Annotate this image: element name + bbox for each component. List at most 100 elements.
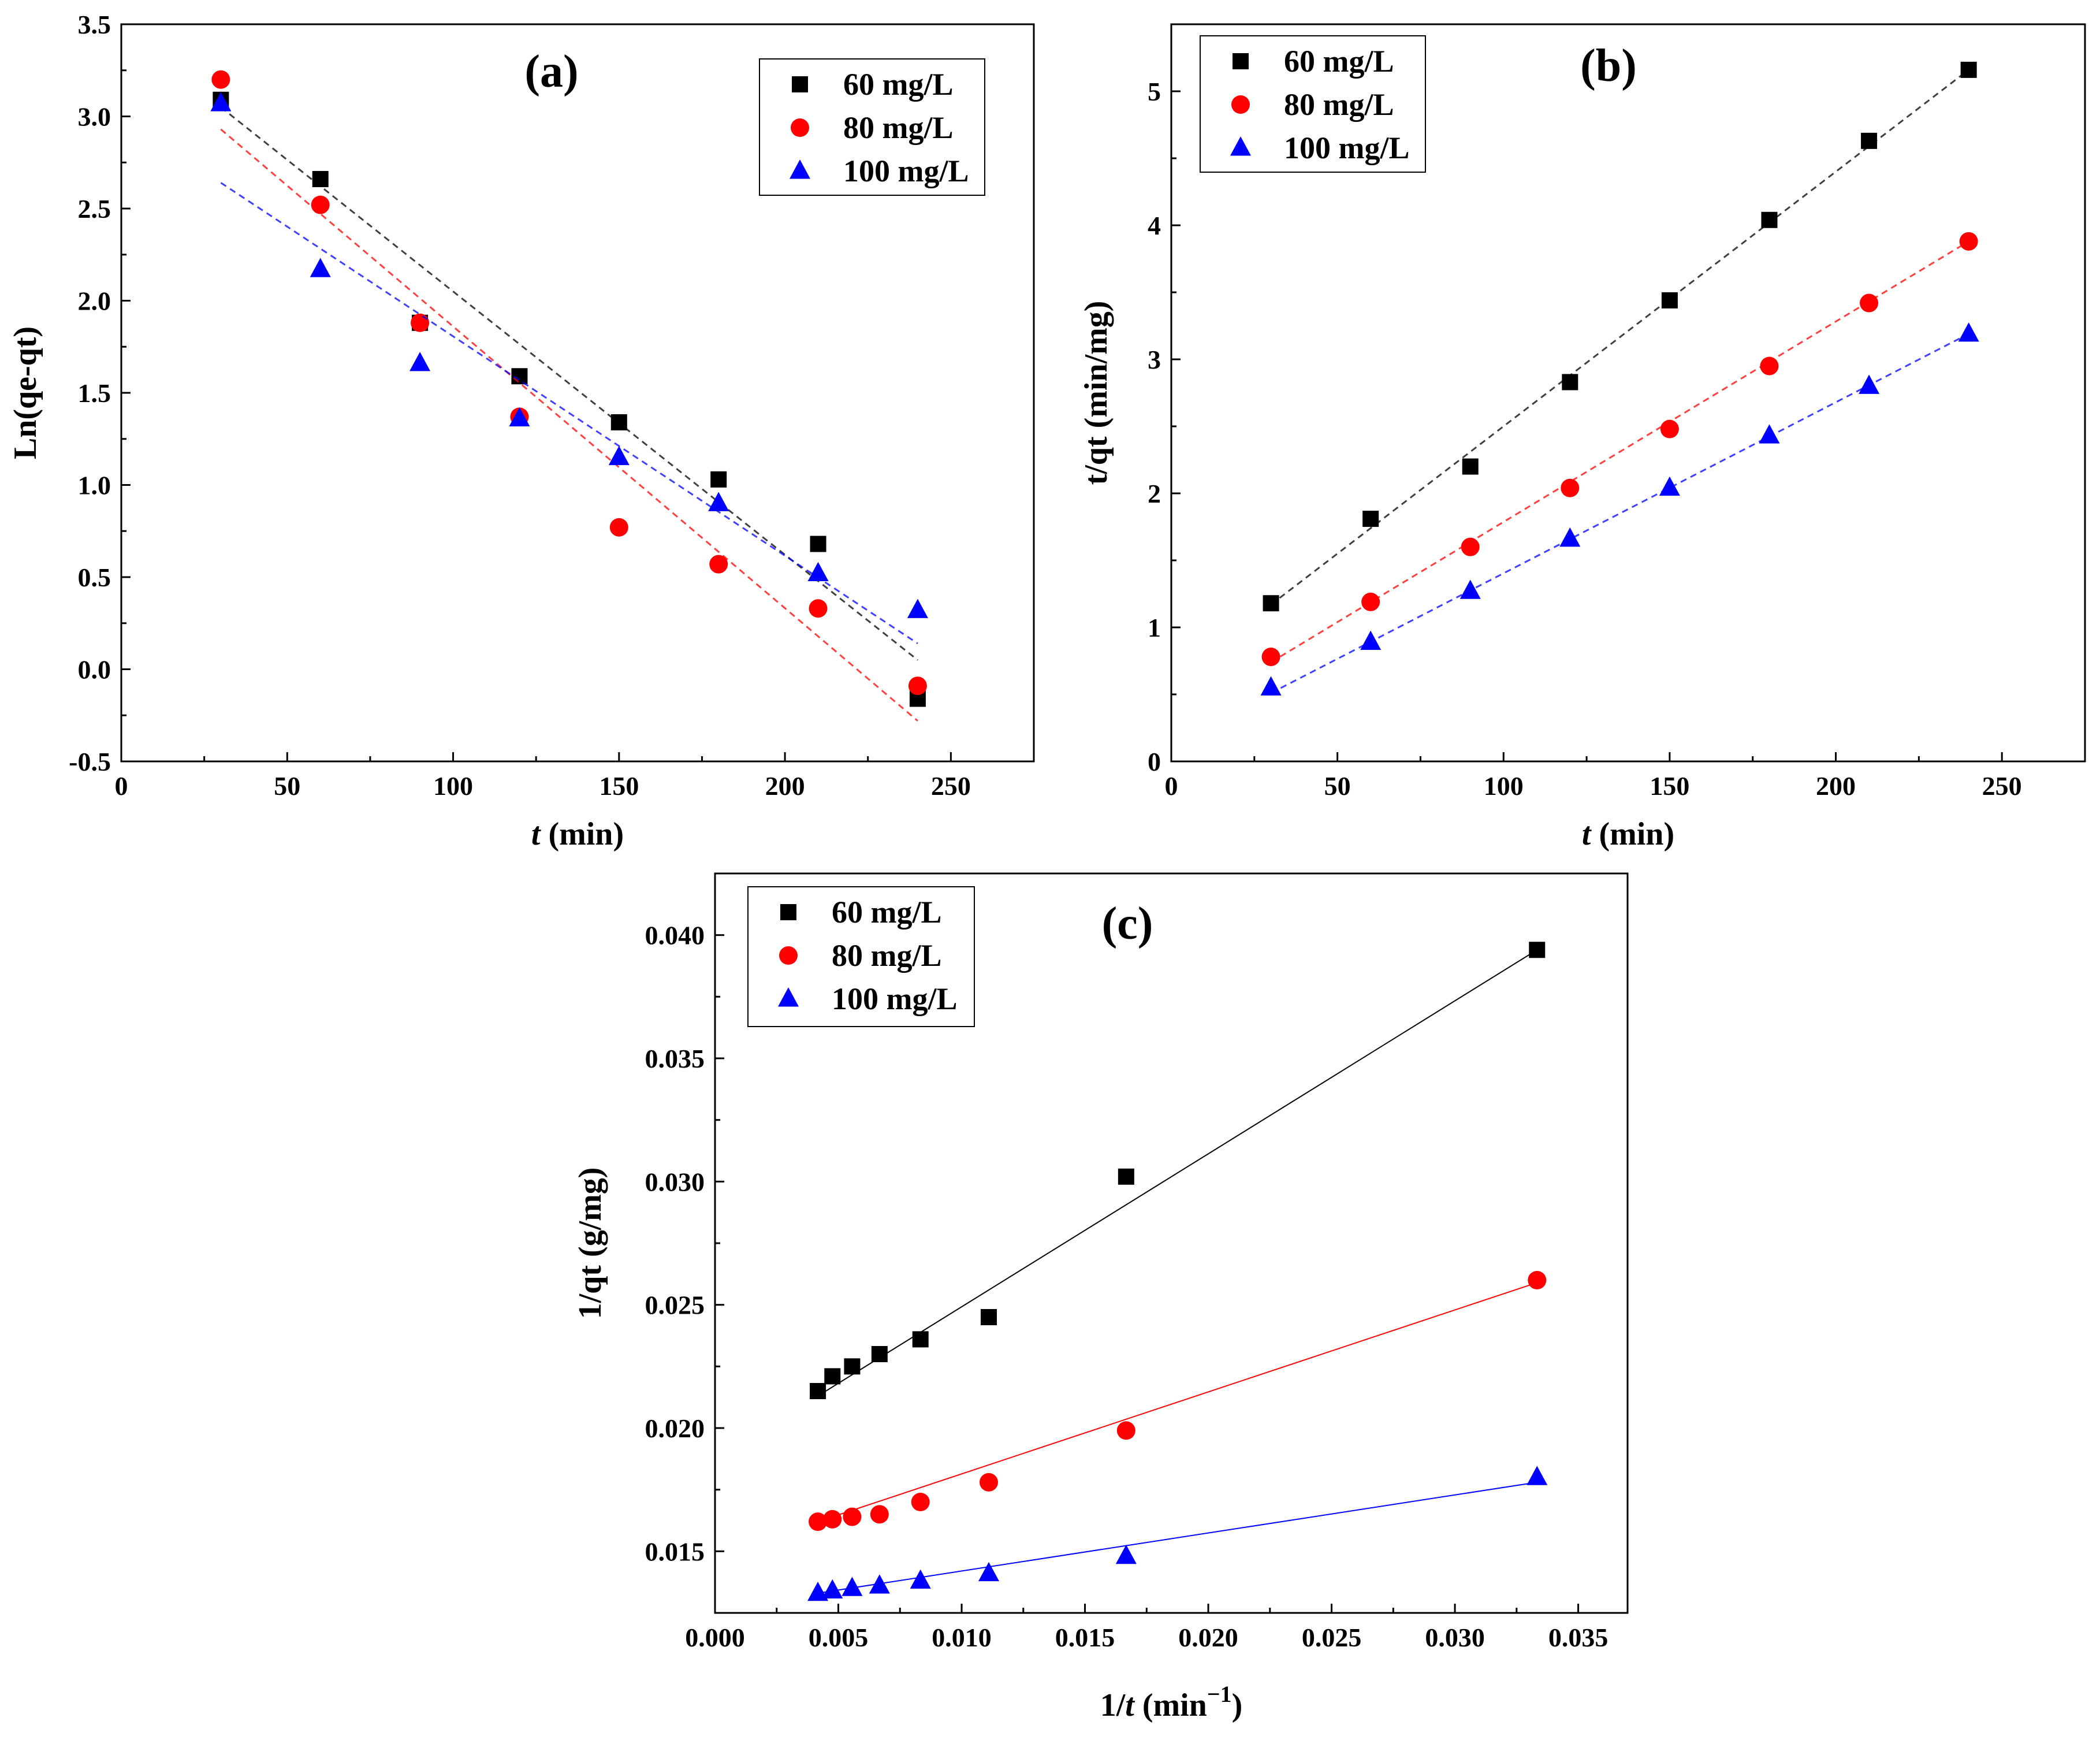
data-point (312, 170, 329, 187)
y-tick-label: 0.015 (645, 1537, 705, 1566)
x-tick-label: 150 (599, 771, 639, 801)
panel-tag: (c) (1102, 898, 1153, 949)
x-axis-label: 1/t (min−1) (1100, 1681, 1243, 1723)
data-point (870, 1505, 889, 1524)
x-axis-label-prefix: 1/ (1100, 1687, 1126, 1723)
data-point (842, 1577, 863, 1596)
fit-line (1270, 69, 1969, 605)
data-point (1659, 476, 1680, 496)
panel-tag: (a) (524, 46, 578, 97)
data-point (1116, 1421, 1135, 1440)
x-axis: 0 50 100 150 200 250 (1165, 752, 2022, 801)
data-point (1261, 648, 1280, 667)
data-point (1461, 537, 1480, 556)
fit-line (220, 128, 918, 722)
data-point (708, 492, 729, 511)
x-axis-label-unit: (min) (540, 816, 624, 852)
y-tick-label: 0 (1148, 747, 1161, 776)
data-point (511, 368, 528, 385)
y-axis: -0.5 0.0 0.5 1.0 1.5 2.0 2.5 3.0 3.5 (69, 10, 131, 776)
data-point (1360, 630, 1382, 650)
legend-marker (1230, 136, 1251, 156)
y-axis: 0.015 0.020 0.025 0.030 0.035 0.040 (645, 921, 724, 1566)
x-tick-label: 0 (115, 771, 128, 801)
data-point (810, 1383, 826, 1399)
data-point (1362, 511, 1379, 527)
x-tick-label: 250 (1982, 771, 2022, 801)
legend-marker (779, 946, 798, 965)
legend-label: 80 mg/L (832, 938, 942, 973)
data-point (1459, 579, 1481, 599)
x-tick-label: 50 (274, 771, 300, 801)
data-point (844, 1358, 861, 1375)
y-axis-label: 1/qt (g/mg) (572, 1168, 608, 1319)
series-2 (807, 1466, 1548, 1601)
data-point (843, 1507, 862, 1526)
legend-marker (778, 987, 799, 1007)
y-tick-label: 3.0 (78, 102, 111, 132)
series-1 (211, 70, 927, 722)
data-point (981, 1309, 997, 1325)
data-point (869, 1574, 890, 1594)
data-point (980, 1473, 998, 1492)
legend: 60 mg/L 80 mg/L 100 mg/L (747, 886, 975, 1027)
legend-marker (1233, 53, 1249, 69)
y-tick-label: 5 (1148, 77, 1161, 106)
data-point (810, 536, 826, 552)
y-tick-label: 0.025 (645, 1291, 705, 1320)
x-axis: 0.000 0.005 0.010 0.015 0.020 0.025 0.030 0.035 (685, 1604, 1608, 1652)
y-tick-label: 1.5 (78, 378, 111, 408)
data-point (1559, 527, 1581, 547)
data-point (978, 1561, 999, 1582)
x-axis-label: t (min) (1582, 816, 1674, 852)
y-tick-label: 3.5 (78, 10, 111, 39)
data-point (1526, 1466, 1548, 1485)
x-axis-label-unit: (min (1134, 1687, 1207, 1723)
legend-label: 100 mg/L (843, 154, 969, 188)
legend-marker (792, 76, 808, 92)
data-point (710, 471, 727, 488)
data-point (809, 599, 828, 618)
legend-marker (790, 159, 810, 179)
legend-label: 80 mg/L (1284, 87, 1394, 122)
x-tick-label: 0.000 (685, 1623, 745, 1652)
legend-label: 100 mg/L (1284, 131, 1410, 165)
series-0 (1263, 61, 1977, 612)
data-point (1759, 424, 1780, 444)
plot-frame (1170, 23, 2086, 763)
data-point (211, 70, 230, 89)
y-tick-label: 0.035 (645, 1044, 705, 1073)
y-tick-label: 0.030 (645, 1167, 705, 1196)
legend-label: 60 mg/L (832, 895, 942, 930)
legend-marker (780, 904, 796, 920)
x-tick-label: 50 (1324, 771, 1351, 801)
x-tick-label: 0.010 (932, 1623, 992, 1652)
data-point (311, 195, 330, 214)
fit-line (817, 1481, 1537, 1594)
data-point (1115, 1545, 1137, 1564)
data-point (1263, 595, 1279, 612)
x-axis-label: t (min) (531, 816, 624, 852)
x-axis-label-variable: t (1582, 816, 1592, 852)
data-point (911, 1493, 930, 1511)
y-tick-label: 2.0 (78, 287, 111, 316)
data-point (1528, 1271, 1547, 1289)
panel-b: 0 50 100 150 200 250 0 1 2 3 4 5 t (min) t/qt (min/mg… (1078, 23, 2086, 852)
data-point (907, 598, 928, 618)
y-tick-label: 2 (1148, 479, 1161, 508)
x-tick-label: 0.020 (1178, 1623, 1238, 1652)
legend-label: 80 mg/L (843, 110, 954, 145)
series-0 (810, 942, 1546, 1399)
legend-marker (1231, 95, 1250, 114)
y-tick-label: 0.5 (78, 563, 111, 592)
legend-label: 60 mg/L (843, 67, 954, 102)
x-tick-label: 0.035 (1548, 1623, 1608, 1652)
data-point (610, 414, 627, 431)
legend: 60 mg/L 80 mg/L 100 mg/L (1200, 35, 1426, 173)
series-1 (809, 1271, 1547, 1531)
data-point (910, 1569, 931, 1589)
y-axis-label: t/qt (min/mg) (1078, 301, 1114, 485)
y-tick-label: 0.0 (78, 655, 111, 685)
x-axis-label-variable: t (531, 816, 541, 852)
